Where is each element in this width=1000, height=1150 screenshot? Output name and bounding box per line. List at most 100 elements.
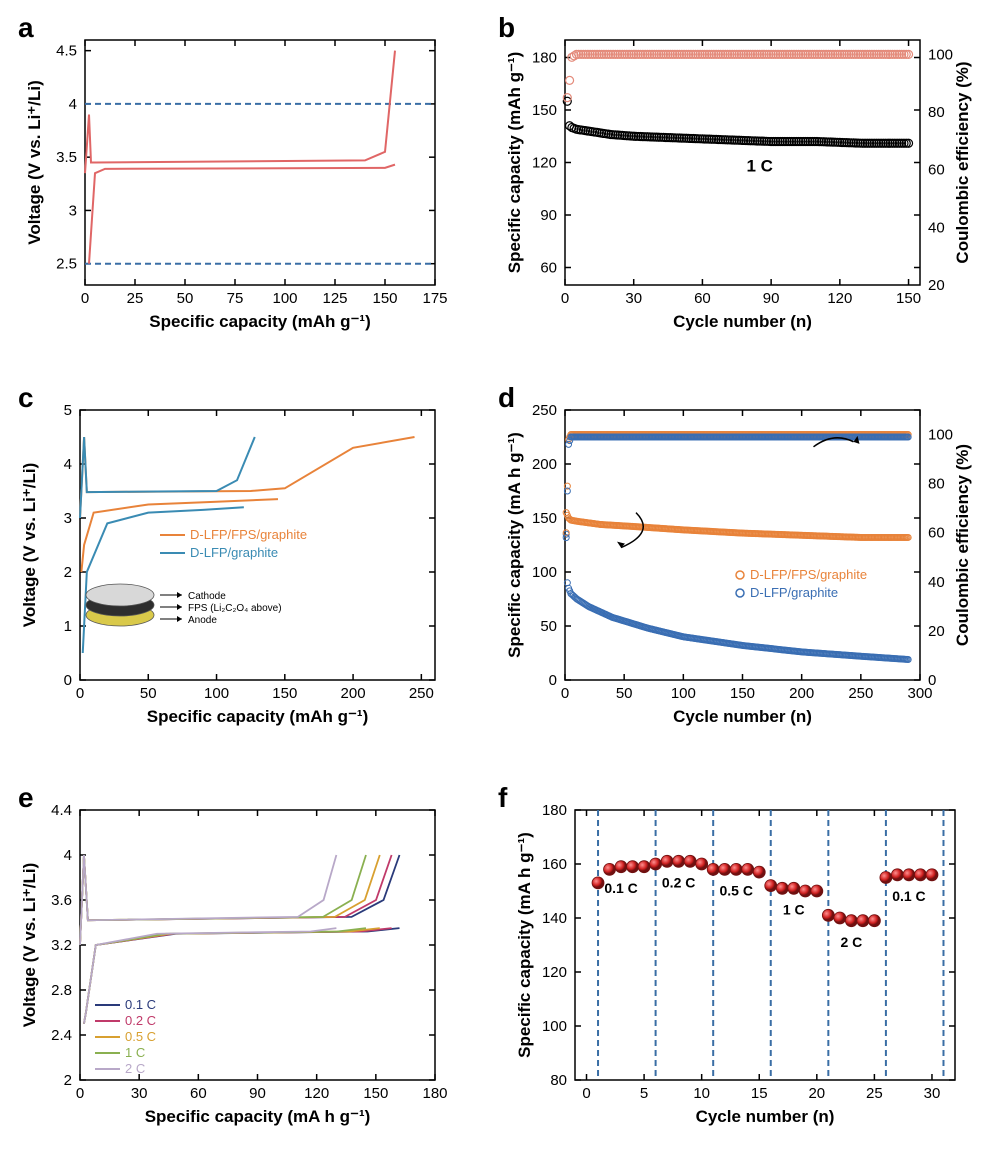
svg-text:150: 150	[363, 1085, 388, 1102]
svg-text:100: 100	[928, 46, 953, 63]
svg-text:125: 125	[322, 290, 347, 307]
svg-text:5: 5	[64, 402, 72, 419]
svg-text:25: 25	[866, 1085, 883, 1102]
svg-text:75: 75	[227, 290, 244, 307]
svg-text:D-LFP/graphite: D-LFP/graphite	[750, 585, 838, 600]
svg-text:Cycle number (n): Cycle number (n)	[696, 1107, 835, 1126]
svg-text:3.2: 3.2	[51, 937, 72, 954]
svg-text:250: 250	[532, 402, 557, 419]
svg-text:Specific capacity (mA h g⁻¹): Specific capacity (mA h g⁻¹)	[515, 832, 534, 1058]
svg-text:40: 40	[928, 574, 945, 591]
svg-text:180: 180	[422, 1085, 447, 1102]
svg-text:Cycle number (n): Cycle number (n)	[673, 312, 812, 331]
svg-text:Specific capacity (mAh g⁻¹): Specific capacity (mAh g⁻¹)	[149, 312, 371, 331]
svg-text:D-LFP/FPS/graphite: D-LFP/FPS/graphite	[190, 527, 307, 542]
svg-text:0.5 C: 0.5 C	[125, 1029, 156, 1044]
panel-e: e 030609012015018022.42.83.23.644.4Speci…	[10, 780, 460, 1140]
svg-text:Voltage (V vs. Li⁺/Li): Voltage (V vs. Li⁺/Li)	[20, 463, 39, 628]
svg-text:D-LFP/graphite: D-LFP/graphite	[190, 545, 278, 560]
svg-text:Specific capacity (mA h g⁻¹): Specific capacity (mA h g⁻¹)	[145, 1107, 371, 1126]
svg-text:80: 80	[550, 1072, 567, 1089]
svg-text:2 C: 2 C	[840, 934, 862, 950]
svg-text:1 C: 1 C	[746, 156, 772, 175]
svg-text:60: 60	[190, 1085, 207, 1102]
svg-text:150: 150	[730, 685, 755, 702]
svg-text:150: 150	[896, 290, 921, 307]
svg-text:Voltage (V vs. Li⁺/Li): Voltage (V vs. Li⁺/Li)	[20, 863, 39, 1028]
svg-text:0.1 C: 0.1 C	[892, 888, 925, 904]
svg-text:0.1 C: 0.1 C	[604, 880, 637, 896]
svg-text:4.4: 4.4	[51, 802, 72, 819]
svg-text:3.6: 3.6	[51, 892, 72, 909]
figure-grid: a 02550751001251501752.533.544.5Specific…	[0, 0, 1000, 1150]
panel-d: d 050100150200250300050100150200250Cycle…	[490, 380, 990, 740]
svg-text:180: 180	[542, 802, 567, 819]
svg-text:120: 120	[304, 1085, 329, 1102]
svg-text:0: 0	[549, 672, 557, 689]
svg-text:120: 120	[542, 964, 567, 981]
svg-text:4: 4	[64, 456, 72, 473]
panel-c-label: c	[18, 382, 34, 414]
svg-text:200: 200	[341, 685, 366, 702]
svg-text:60: 60	[928, 162, 945, 179]
panel-a: a 02550751001251501752.533.544.5Specific…	[10, 10, 460, 340]
svg-text:Coulombic efficiency (%): Coulombic efficiency (%)	[953, 444, 972, 646]
svg-text:0.5 C: 0.5 C	[719, 883, 752, 899]
svg-text:50: 50	[140, 685, 157, 702]
panel-a-label: a	[18, 12, 34, 44]
svg-text:20: 20	[928, 277, 945, 294]
svg-text:10: 10	[693, 1085, 710, 1102]
svg-text:D-LFP/FPS/graphite: D-LFP/FPS/graphite	[750, 567, 867, 582]
svg-text:4: 4	[69, 96, 77, 113]
svg-text:200: 200	[532, 456, 557, 473]
svg-text:Cathode: Cathode	[188, 591, 226, 602]
svg-text:30: 30	[625, 290, 642, 307]
panel-b: b 03060901201506090120150180Cycle number…	[490, 10, 990, 340]
svg-text:60: 60	[540, 260, 557, 277]
svg-text:100: 100	[542, 1018, 567, 1035]
svg-text:25: 25	[127, 290, 144, 307]
svg-text:90: 90	[249, 1085, 266, 1102]
svg-text:120: 120	[827, 290, 852, 307]
panel-d-label: d	[498, 382, 515, 414]
svg-text:2.4: 2.4	[51, 1027, 72, 1044]
svg-text:150: 150	[372, 290, 397, 307]
svg-text:200: 200	[789, 685, 814, 702]
svg-text:60: 60	[694, 290, 711, 307]
svg-text:4: 4	[64, 847, 72, 864]
svg-text:4.5: 4.5	[56, 43, 77, 60]
panel-b-label: b	[498, 12, 515, 44]
svg-text:140: 140	[542, 910, 567, 927]
svg-text:150: 150	[532, 102, 557, 119]
svg-text:0: 0	[76, 1085, 84, 1102]
svg-text:100: 100	[928, 427, 953, 444]
svg-text:2.8: 2.8	[51, 982, 72, 999]
svg-text:2 C: 2 C	[125, 1061, 145, 1076]
svg-text:Cycle number (n): Cycle number (n)	[673, 707, 812, 726]
svg-text:175: 175	[422, 290, 447, 307]
svg-text:150: 150	[272, 685, 297, 702]
svg-text:60: 60	[928, 525, 945, 542]
svg-text:0.2 C: 0.2 C	[662, 874, 695, 890]
svg-text:0: 0	[81, 290, 89, 307]
svg-text:Specific capacity (mAh g⁻¹): Specific capacity (mAh g⁻¹)	[147, 707, 369, 726]
svg-text:30: 30	[924, 1085, 941, 1102]
svg-text:20: 20	[928, 623, 945, 640]
svg-text:100: 100	[671, 685, 696, 702]
svg-text:0: 0	[561, 685, 569, 702]
svg-text:2: 2	[64, 1072, 72, 1089]
svg-text:80: 80	[928, 476, 945, 493]
svg-text:20: 20	[808, 1085, 825, 1102]
svg-text:0.1 C: 0.1 C	[125, 997, 156, 1012]
svg-text:120: 120	[532, 155, 557, 172]
svg-text:15: 15	[751, 1085, 768, 1102]
svg-text:1 C: 1 C	[783, 901, 805, 917]
svg-text:250: 250	[848, 685, 873, 702]
svg-text:50: 50	[616, 685, 633, 702]
svg-text:0: 0	[561, 290, 569, 307]
svg-text:80: 80	[928, 104, 945, 121]
svg-text:3: 3	[64, 510, 72, 527]
svg-text:3.5: 3.5	[56, 149, 77, 166]
svg-text:0: 0	[76, 685, 84, 702]
svg-text:40: 40	[928, 219, 945, 236]
